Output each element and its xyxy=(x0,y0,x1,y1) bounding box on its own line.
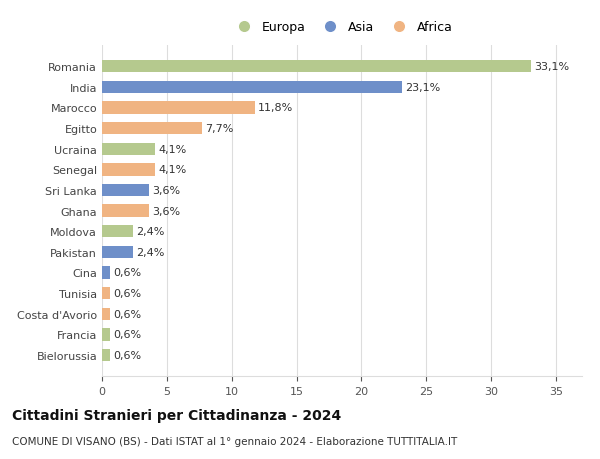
Bar xyxy=(102,143,155,156)
Text: 2,4%: 2,4% xyxy=(136,247,165,257)
Bar xyxy=(102,102,255,114)
Text: 4,1%: 4,1% xyxy=(158,165,187,175)
Text: Cittadini Stranieri per Cittadinanza - 2024: Cittadini Stranieri per Cittadinanza - 2… xyxy=(12,409,341,422)
Bar xyxy=(102,329,110,341)
Bar xyxy=(102,225,133,238)
Text: 11,8%: 11,8% xyxy=(259,103,293,113)
Text: 0,6%: 0,6% xyxy=(113,268,141,278)
Text: 4,1%: 4,1% xyxy=(158,145,187,154)
Legend: Europa, Asia, Africa: Europa, Asia, Africa xyxy=(227,16,458,39)
Bar xyxy=(102,61,532,73)
Bar xyxy=(102,308,110,320)
Text: 3,6%: 3,6% xyxy=(152,206,180,216)
Text: COMUNE DI VISANO (BS) - Dati ISTAT al 1° gennaio 2024 - Elaborazione TUTTITALIA.: COMUNE DI VISANO (BS) - Dati ISTAT al 1°… xyxy=(12,436,457,446)
Bar xyxy=(102,205,149,217)
Bar xyxy=(102,246,133,258)
Bar xyxy=(102,287,110,300)
Bar xyxy=(102,185,149,197)
Text: 3,6%: 3,6% xyxy=(152,185,180,196)
Bar xyxy=(102,164,155,176)
Bar xyxy=(102,82,401,94)
Bar xyxy=(102,267,110,279)
Text: 0,6%: 0,6% xyxy=(113,330,141,340)
Text: 0,6%: 0,6% xyxy=(113,288,141,298)
Text: 0,6%: 0,6% xyxy=(113,350,141,360)
Text: 2,4%: 2,4% xyxy=(136,227,165,237)
Bar xyxy=(102,123,202,135)
Text: 7,7%: 7,7% xyxy=(205,124,233,134)
Bar xyxy=(102,349,110,361)
Text: 33,1%: 33,1% xyxy=(535,62,570,72)
Text: 0,6%: 0,6% xyxy=(113,309,141,319)
Text: 23,1%: 23,1% xyxy=(405,83,440,93)
